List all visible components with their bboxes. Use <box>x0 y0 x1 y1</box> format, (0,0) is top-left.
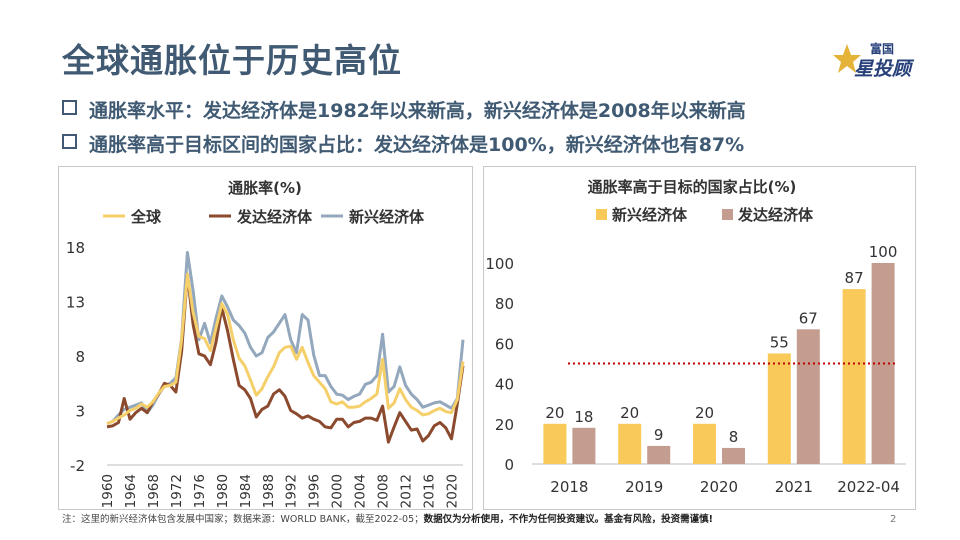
y-tick-label: 3 <box>75 403 85 421</box>
page-number: 2 <box>890 514 897 525</box>
bullet-text: 通胀率水平：发达经济体是1982年以来新高，新兴经济体是2008年以来新高 <box>89 100 746 122</box>
y-tick-label: 60 <box>495 335 514 353</box>
logo-text-top: 富国 <box>870 42 895 56</box>
legend-label: 发达经济体 <box>737 206 814 224</box>
y-tick-label: 100 <box>485 255 514 273</box>
x-tick-label: 1968 <box>146 474 162 508</box>
y-tick-label: -2 <box>70 457 85 475</box>
x-tick-label: 2021 <box>775 478 813 496</box>
x-tick-label: 1960 <box>100 474 116 508</box>
x-tick-label: 1964 <box>123 474 139 508</box>
x-tick-label: 2004 <box>353 474 369 508</box>
x-tick-label: 2000 <box>330 474 346 508</box>
footnote-source: 注：这里的新兴经济体包含发展中国家；数据来源：WORLD BANK，截至2022… <box>62 514 424 525</box>
bar-新兴经济体 <box>543 423 567 464</box>
line-chart: 通胀率(%) 全球 发达经济体 新兴经济体 18 13 8 3 -2 1960 1964 1968 19… <box>66 179 465 508</box>
series-line-全球 <box>106 272 465 425</box>
bar-新兴经济体 <box>767 353 791 464</box>
logo: 富国 星投顾 <box>832 38 924 82</box>
y-tick-label: 13 <box>66 294 85 312</box>
footnote-disclaimer: 数据仅为分析使用，不作为任何投资建议。基金有风险，投资需谨慎! <box>423 514 713 525</box>
x-tick-label: 1972 <box>169 474 185 508</box>
footnote: 注：这里的新兴经济体包含发展中国家；数据来源：WORLD BANK，截至2022… <box>62 511 713 525</box>
x-tick-label: 1976 <box>192 474 208 508</box>
x-tick-label: 2020 <box>700 478 738 496</box>
bar-发达经济体 <box>722 447 745 464</box>
bullet-text: 通胀率高于目标区间的国家占比：发达经济体是100%，新兴经济体也有87% <box>89 134 745 156</box>
y-tick-label: 8 <box>75 348 85 366</box>
legend-label: 新兴经济体 <box>349 208 425 226</box>
x-tick-label: 2016 <box>422 474 438 508</box>
page-title: 全球通胀位于历史高位 <box>62 41 402 80</box>
legend-swatch <box>596 209 607 220</box>
data-label: 20 <box>695 404 714 422</box>
bar-新兴经济体 <box>618 423 642 464</box>
legend-swatch <box>722 209 733 220</box>
bar-新兴经济体 <box>693 423 716 464</box>
chart-title: 通胀率高于目标的国家占比(%) <box>588 178 797 196</box>
legend-label: 全球 <box>130 208 162 226</box>
y-tick-label: 0 <box>504 456 514 474</box>
data-label: 67 <box>799 309 818 327</box>
data-label: 87 <box>845 269 864 287</box>
star-icon <box>833 44 861 73</box>
y-tick-label: 20 <box>495 416 514 434</box>
bar-发达经济体 <box>647 445 671 464</box>
bullet-target-share: 通胀率高于目标区间的国家占比：发达经济体是100%，新兴经济体也有87% <box>62 130 744 157</box>
series-line-发达经济体 <box>106 272 465 444</box>
bullet-box-icon <box>62 134 77 149</box>
bar-chart-panel: 通胀率高于目标的国家占比(%) 新兴经济体 发达经济体 0 20 40 60 80 100 20 1… <box>483 166 916 510</box>
bullet-inflation-level: 通胀率水平：发达经济体是1982年以来新高，新兴经济体是2008年以来新高 <box>62 96 746 123</box>
line-chart-panel: 通胀率(%) 全球 发达经济体 新兴经济体 18 13 8 3 -2 1960 1964 1968 19… <box>58 166 473 510</box>
x-tick-label: 1996 <box>307 474 323 508</box>
x-tick-label: 2018 <box>550 478 588 496</box>
data-label: 20 <box>545 404 564 422</box>
data-label: 18 <box>574 408 593 426</box>
bar-发达经济体 <box>572 427 596 464</box>
legend-label: 新兴经济体 <box>612 206 688 224</box>
bar-新兴经济体 <box>842 289 866 464</box>
x-tick-label: 2019 <box>625 478 663 496</box>
y-tick-label: 80 <box>495 295 514 313</box>
data-label: 20 <box>620 404 639 422</box>
chart-title: 通胀率(%) <box>228 179 302 197</box>
x-tick-label: 1992 <box>284 474 300 508</box>
x-tick-label: 2012 <box>399 474 415 508</box>
x-tick-label: 2008 <box>376 474 392 508</box>
x-tick-label: 1988 <box>261 474 277 508</box>
bullet-box-icon <box>62 100 77 115</box>
y-tick-label: 40 <box>495 376 514 394</box>
data-label: 8 <box>729 428 739 446</box>
x-tick-label: 2022-04 <box>837 478 900 496</box>
data-label: 100 <box>869 243 898 261</box>
x-tick-label: 2020 <box>445 474 461 508</box>
data-label: 9 <box>654 426 664 444</box>
y-tick-label: 18 <box>66 239 85 257</box>
logo-text-main: 星投顾 <box>854 58 912 80</box>
data-label: 55 <box>770 333 789 351</box>
x-tick-label: 1980 <box>215 474 231 508</box>
bar-发达经济体 <box>796 329 820 464</box>
x-tick-label: 1984 <box>238 474 254 508</box>
legend-label: 发达经济体 <box>236 208 313 226</box>
